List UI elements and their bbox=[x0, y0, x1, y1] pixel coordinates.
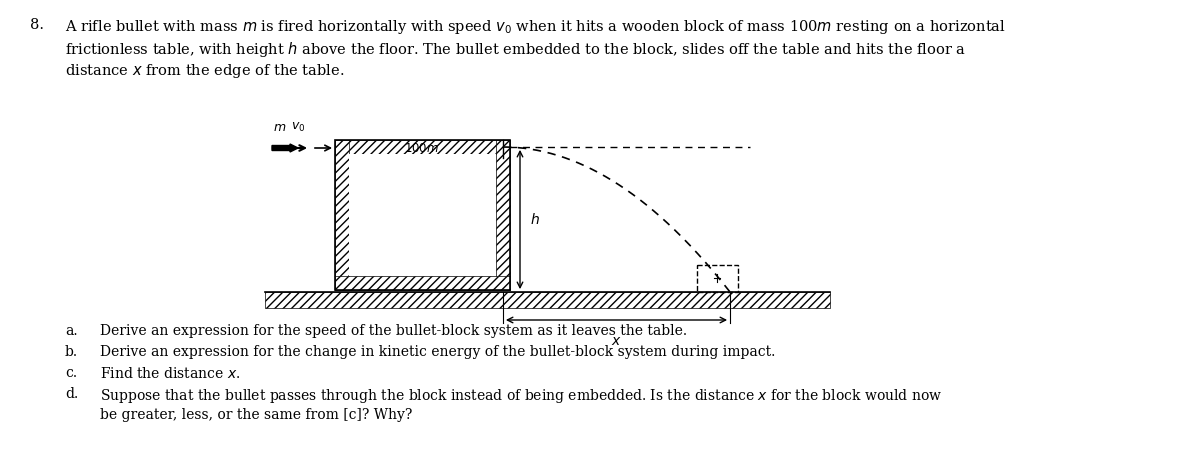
Bar bbox=[496, 140, 510, 290]
Text: d.: d. bbox=[65, 387, 78, 401]
Bar bbox=[335, 140, 510, 290]
Text: 8.: 8. bbox=[30, 18, 44, 32]
Text: Suppose that the bullet passes through the block instead of being embedded. Is t: Suppose that the bullet passes through t… bbox=[100, 387, 942, 405]
Text: $100m$: $100m$ bbox=[404, 142, 439, 154]
Text: be greater, less, or the same from [c]? Why?: be greater, less, or the same from [c]? … bbox=[100, 408, 413, 422]
Bar bbox=[335, 276, 510, 290]
Text: $m$: $m$ bbox=[274, 121, 287, 134]
Text: A rifle bullet with mass $m$ is fired horizontally with speed $v_0$ when it hits: A rifle bullet with mass $m$ is fired ho… bbox=[65, 18, 1006, 36]
Text: distance $x$ from the edge of the table.: distance $x$ from the edge of the table. bbox=[65, 62, 344, 80]
Text: a.: a. bbox=[65, 324, 78, 338]
Text: c.: c. bbox=[65, 366, 77, 380]
Text: $x$: $x$ bbox=[611, 334, 622, 348]
FancyArrow shape bbox=[272, 144, 298, 152]
Text: b.: b. bbox=[65, 345, 78, 359]
Text: frictionless table, with height $h$ above the floor. The bullet embedded to the : frictionless table, with height $h$ abov… bbox=[65, 40, 966, 59]
Bar bbox=[335, 140, 349, 290]
Text: $v_0$: $v_0$ bbox=[290, 121, 305, 134]
Text: Derive an expression for the speed of the bullet-block system as it leaves the t: Derive an expression for the speed of th… bbox=[100, 324, 688, 338]
Bar bbox=[697, 265, 738, 292]
Text: $h$: $h$ bbox=[530, 212, 540, 227]
Text: Derive an expression for the change in kinetic energy of the bullet-block system: Derive an expression for the change in k… bbox=[100, 345, 775, 359]
Bar bbox=[335, 140, 510, 154]
Bar bbox=[265, 292, 830, 308]
Bar bbox=[349, 154, 496, 276]
Text: Find the distance $x$.: Find the distance $x$. bbox=[100, 366, 240, 381]
